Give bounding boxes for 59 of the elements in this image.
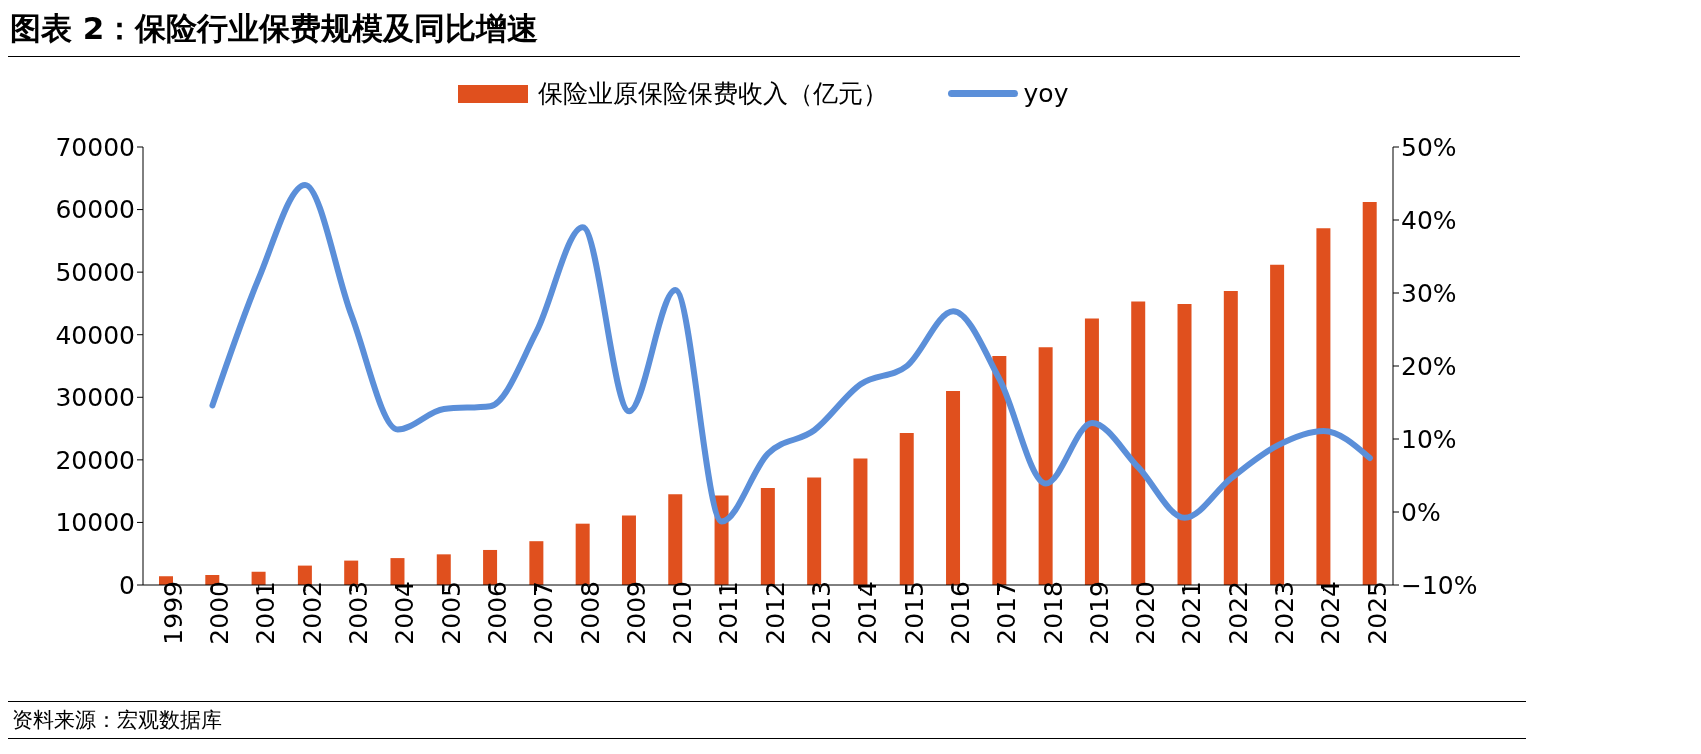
bar <box>992 355 1007 585</box>
x-tick-label: 2006 <box>482 581 512 645</box>
x-tick-label: 2007 <box>529 581 559 645</box>
x-tick-label: 1999 <box>158 581 188 645</box>
y-tick-label: 70000 <box>55 132 135 162</box>
bar <box>251 571 266 585</box>
x-tick-label: 2019 <box>1084 581 1114 645</box>
y-tick-label: 50000 <box>55 258 135 288</box>
x-tick-label: 2016 <box>945 581 975 645</box>
y-tick-label: 60000 <box>55 195 135 225</box>
x-tick-label: 2018 <box>1038 581 1068 645</box>
y-tick-label: 10000 <box>55 508 135 538</box>
y-tick-label: 0 <box>119 570 135 600</box>
y2-tick-label: −10% <box>1401 570 1478 600</box>
y-tick-label: 40000 <box>55 320 135 350</box>
x-tick-label: 2000 <box>205 581 235 645</box>
bar <box>344 560 359 585</box>
y2-tick-label: 50% <box>1401 132 1457 162</box>
x-tick-label: 2010 <box>668 581 698 645</box>
y-tick-label: 20000 <box>55 445 135 475</box>
x-tick-label: 2020 <box>1131 581 1161 645</box>
x-tick-label: 2015 <box>899 581 929 645</box>
y2-tick-label: 40% <box>1401 205 1457 235</box>
y2-tick-label: 20% <box>1401 351 1457 381</box>
x-tick-label: 2004 <box>390 581 420 645</box>
x-tick-label: 2008 <box>575 581 605 645</box>
text: 资料来源：宏观数据库 <box>8 701 1526 739</box>
x-tick-label: 2012 <box>760 581 790 645</box>
bar <box>529 541 544 585</box>
x-tick-label: 2002 <box>297 581 327 645</box>
x-tick-label: 2023 <box>1270 581 1300 645</box>
x-tick-label: 2003 <box>344 581 374 645</box>
bar <box>1362 202 1377 585</box>
x-tick-label: 2005 <box>436 581 466 645</box>
x-tick-label: 2011 <box>714 581 744 645</box>
x-tick-label: 2009 <box>621 581 651 645</box>
chart-title: 图表 2：保险行业保费规模及同比增速 <box>8 8 1520 57</box>
legend-label: yoy <box>1023 79 1069 108</box>
x-tick-label: 2024 <box>1316 581 1346 645</box>
x-tick-label: 2013 <box>807 581 837 645</box>
legend-label: 保险业原保险保费收入（亿元） <box>537 78 888 110</box>
bar <box>436 554 451 585</box>
bar <box>1223 290 1238 585</box>
bar <box>760 488 775 585</box>
bar <box>1270 264 1285 585</box>
y2-tick-label: 10% <box>1401 424 1457 454</box>
bar <box>297 565 312 585</box>
bar <box>807 477 822 585</box>
y2-tick-label: 30% <box>1401 278 1457 308</box>
y2-tick-label: 0% <box>1401 497 1441 527</box>
x-tick-label: 2021 <box>1177 581 1207 645</box>
bar <box>899 432 914 585</box>
bar <box>1177 304 1192 585</box>
x-tick-label: 2025 <box>1362 581 1392 645</box>
x-tick-label: 2017 <box>992 581 1022 645</box>
x-tick-label: 2014 <box>853 581 883 645</box>
x-tick-label: 2001 <box>251 581 281 645</box>
y-tick-label: 30000 <box>55 383 135 413</box>
x-tick-label: 2022 <box>1223 581 1253 645</box>
